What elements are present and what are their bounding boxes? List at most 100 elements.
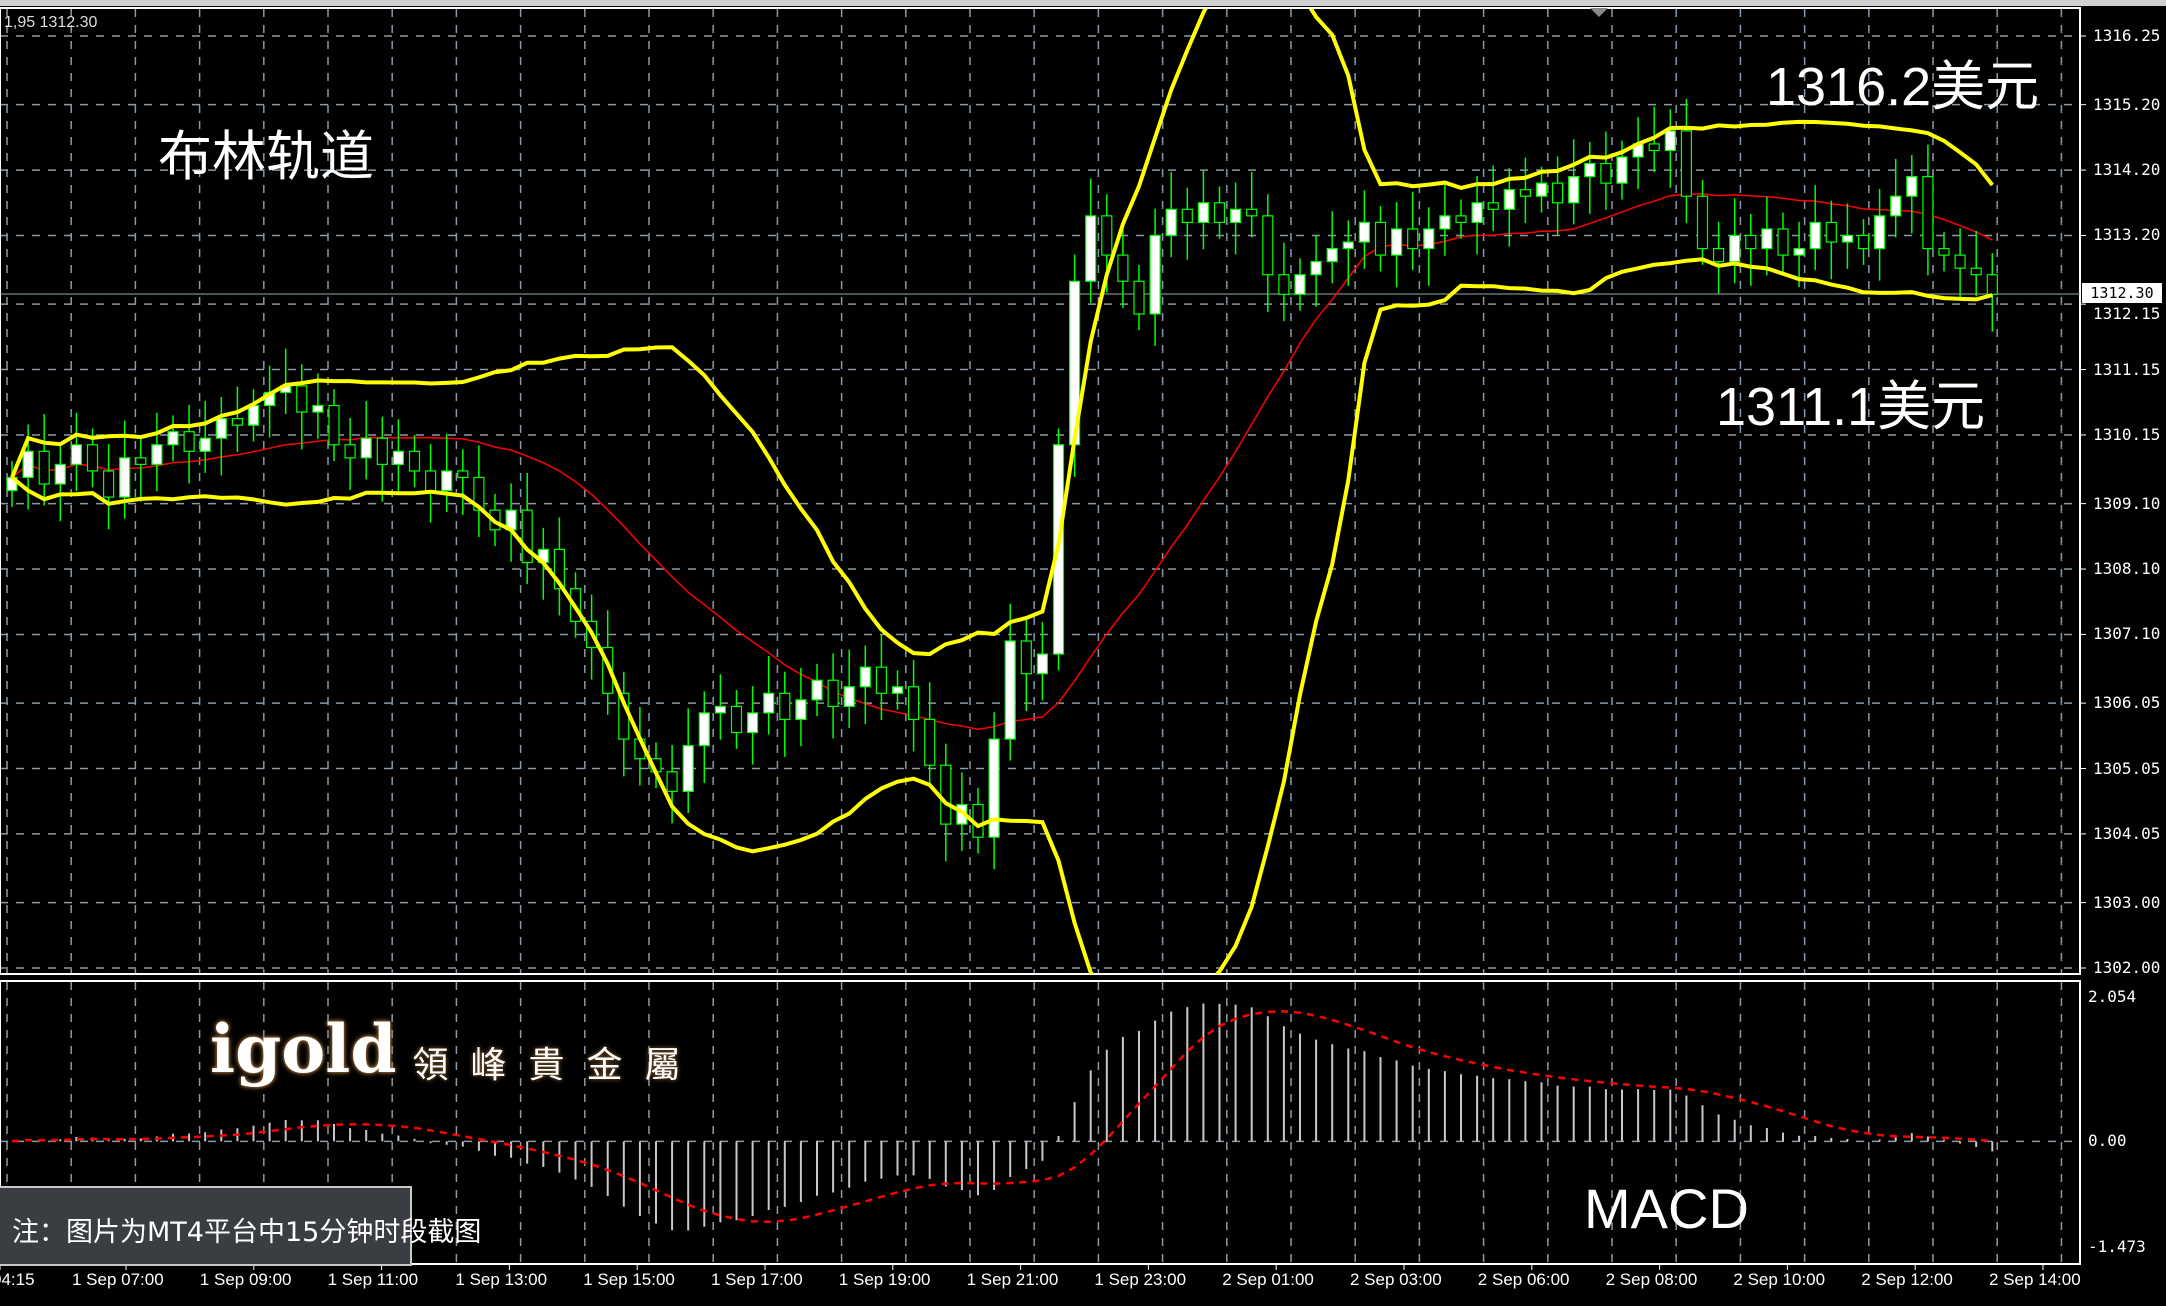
candle [1262,194,1274,313]
price-tick-label: 1305.05 [2093,758,2161,778]
candle [1246,172,1258,238]
candle [1519,157,1532,224]
candle-body-bull [1149,234,1161,315]
macd-pane-border [0,980,2081,1265]
candle [1906,155,1918,234]
candle [1712,221,1725,294]
candle-body-bull [1358,221,1371,243]
candle-body-bear [1246,208,1258,217]
candle [859,645,871,725]
candle-body-bull [1890,195,1902,217]
candle [1890,158,1902,238]
candle [521,472,533,585]
candle [54,442,66,522]
candle-body-bull [247,404,260,426]
candle [1487,165,1499,231]
candle-body-bull [988,738,1000,838]
candle-body-bear [344,444,356,459]
footnote-box: 注：图片为MT4平台中15分钟时段截图 [0,1186,481,1266]
candle [296,364,308,450]
candle [1326,211,1338,284]
candle-body-bear [1777,228,1789,256]
candle [360,400,372,480]
candle-body-bull [1761,228,1773,250]
candle [698,691,710,783]
candle [1117,223,1129,309]
candle-body-bear [521,509,533,564]
candle-body-bull [1841,234,1854,243]
candle-body-bull [859,666,871,688]
candle [1213,186,1226,239]
candle-body-bull [1310,261,1322,276]
candle [1745,213,1757,286]
main-pane-border [0,7,2081,975]
candle [505,483,517,562]
candle [344,417,356,490]
time-tick-label: 1 Sep 17:00 [711,1270,803,1289]
candle-body-bear [328,404,340,446]
candle-body-bear [473,476,485,511]
candle-body-bull [1729,234,1741,263]
candle-body-bear [183,431,195,452]
candle-body-bear [1857,234,1870,250]
candle [215,397,227,476]
candle [1954,228,1966,301]
candle-body-bear [940,764,952,825]
candle-body-bull [1664,130,1676,152]
candle-body-bear [457,470,469,479]
time-tick-label: 2 Sep 01:00 [1222,1270,1314,1289]
candle [1535,166,1548,213]
candle [779,671,791,757]
candle-body-bull [1342,241,1354,250]
candle [746,686,759,765]
candle-body-bear [1648,143,1660,152]
candle-body-bull [843,686,855,707]
price-tick-label: 1312.15 [2093,304,2161,323]
candle [1777,212,1789,272]
shift-marker-icon[interactable] [1590,8,1608,17]
candle [1857,219,1870,265]
candle [1181,187,1193,260]
time-tick-label: 1 Sep 11:00 [327,1270,419,1289]
candle [1970,230,1982,297]
candle-body-bull [1197,202,1210,223]
candle [425,444,437,523]
candle-body-bull [1873,215,1886,250]
candle [907,659,920,752]
candle-body-bear [1600,162,1612,184]
candle [441,433,453,513]
candle-body-bull [441,470,453,492]
candle [1729,198,1741,284]
candle-body-bull [891,686,904,694]
candle [763,656,775,735]
lower-band-annotation: 1311.1美元 [1716,377,1986,437]
price-tick-label: 1313.20 [2093,225,2161,245]
candle [247,389,260,442]
candle-body-bull [1568,176,1580,204]
candle-body-bull [392,450,404,465]
chart-title-annotation: 布林轨道 [158,125,374,188]
price-tick-label: 1304.05 [2093,823,2161,843]
candle [102,444,115,530]
candle-body-bull [199,437,211,452]
candle [38,414,50,506]
candle [1568,139,1580,225]
macd-annotation: MACD [1584,1177,1749,1240]
candle [1423,207,1435,286]
price-tick-label: 1314.20 [2093,160,2161,180]
candle [312,373,324,439]
candle [1407,191,1419,271]
macd-tick-label: -1.473 [2088,1237,2146,1256]
candle [682,708,694,813]
candle [1873,189,1886,281]
candle [1938,232,1950,272]
candle [1390,202,1403,288]
time-tick-label: 1 Sep 21:00 [966,1270,1059,1289]
candle-body-bull [1906,176,1918,197]
candle-body-bear [1455,215,1467,224]
price-tick-label: 1303.00 [2093,892,2161,912]
macd-signal-line [11,1010,1993,1223]
candle-body-bull [746,712,759,734]
candle-body-bull [714,705,727,714]
